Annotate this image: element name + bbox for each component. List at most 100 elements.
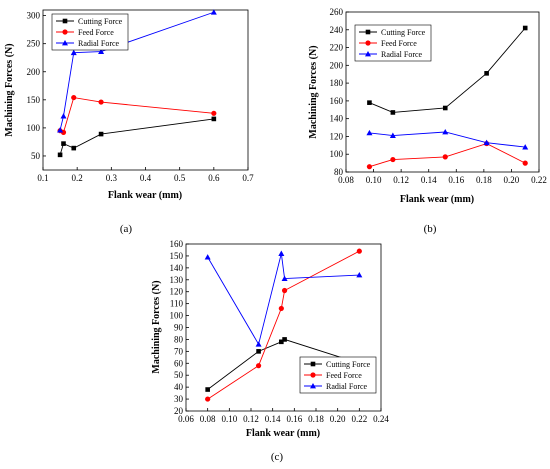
data-point	[98, 99, 104, 105]
series-cutting-force	[57, 116, 217, 158]
legend-label: Cutting Force	[326, 360, 371, 369]
data-point	[205, 396, 211, 402]
y-tick-label: 140	[170, 263, 184, 273]
y-tick-label: 50	[31, 151, 41, 161]
y-tick-label: 150	[170, 251, 184, 261]
x-tick-label: 0.24	[373, 414, 389, 424]
y-tick-label: 90	[174, 323, 184, 333]
y-tick-label: 120	[330, 131, 344, 141]
x-tick-label: 0.14	[421, 175, 437, 185]
x-tick-label: 0.16	[448, 175, 464, 185]
y-tick-label: 130	[170, 275, 184, 285]
legend-label: Cutting Force	[78, 17, 123, 26]
x-tick-label: 0.12	[393, 175, 409, 185]
legend-label: Radial Force	[381, 50, 423, 59]
y-tick-label: 20	[174, 406, 184, 416]
data-point	[282, 337, 287, 342]
panel-caption: (a)	[120, 223, 133, 235]
series-radial-force	[204, 250, 363, 347]
y-tick-label: 150	[27, 95, 41, 105]
y-tick-label: 140	[330, 114, 344, 124]
x-tick-label: 0.4	[140, 173, 152, 183]
data-point	[281, 287, 288, 294]
data-point	[71, 94, 77, 101]
legend: Cutting Force Feed Force Radial Force	[299, 356, 377, 394]
series-radial-force	[57, 9, 217, 133]
y-tick-label: 30	[174, 394, 184, 404]
y-tick-label: 100	[27, 123, 41, 133]
data-point	[70, 49, 77, 56]
legend-label: Radial Force	[78, 39, 120, 48]
x-tick-label: 0.14	[265, 414, 281, 424]
x-tick-label: 0.3	[106, 173, 118, 183]
data-point	[205, 387, 210, 392]
data-point	[61, 141, 66, 146]
data-point	[57, 152, 63, 158]
data-point	[366, 129, 373, 136]
data-point	[442, 129, 449, 135]
y-tick-label: 80	[334, 167, 344, 177]
y-tick-label: 260	[330, 7, 344, 17]
data-point	[522, 144, 529, 150]
data-point	[255, 363, 262, 369]
x-tick-label: 0.20	[330, 414, 346, 424]
data-point	[60, 113, 67, 119]
x-tick-label: 0.22	[351, 414, 367, 424]
y-tick-label: 110	[170, 299, 184, 309]
y-tick-label: 160	[170, 239, 184, 249]
data-point	[522, 160, 528, 166]
data-point	[390, 156, 396, 163]
data-point	[281, 275, 288, 281]
y-tick-label: 60	[174, 358, 184, 368]
chart-panel-c: 0.06 0.08 0.10 0.12 0.14 0.16 0.18 0.20 0.22 0.24…	[151, 239, 389, 463]
y-tick-label: 50	[174, 370, 184, 380]
x-axis-title: Flank wear (mm)	[400, 194, 474, 205]
y-tick-label: 80	[174, 334, 184, 344]
panel-caption: (c)	[271, 451, 284, 463]
x-tick-label: 0.7	[242, 173, 254, 183]
data-point	[255, 341, 262, 347]
data-point	[442, 154, 448, 160]
x-tick-label: 0.18	[308, 414, 324, 424]
series-cutting-force	[367, 25, 528, 115]
data-point	[366, 164, 373, 170]
data-point	[356, 272, 363, 278]
y-tick-label: 100	[330, 149, 344, 159]
y-tick-label: 220	[330, 43, 344, 53]
chart-panel-b: 0.08 0.10 0.12 0.14 0.16 0.18 0.20 0.22 80 100 120…	[308, 7, 547, 235]
y-tick-label: 200	[27, 67, 41, 77]
y-axis-title: Machining Forces (N)	[308, 45, 319, 138]
legend-label: Feed Force	[381, 39, 417, 48]
legend: Cutting Force Feed Force Radial Force	[51, 13, 129, 51]
x-tick-label: 0.16	[286, 414, 302, 424]
data-point	[356, 248, 362, 254]
data-point	[71, 145, 77, 151]
y-axis-title: Machining Forces (N)	[151, 280, 162, 373]
data-point	[278, 305, 284, 312]
y-tick-label: 240	[330, 25, 344, 35]
data-point	[256, 349, 261, 354]
y-tick-label: 250	[27, 39, 41, 49]
data-point	[210, 9, 217, 15]
data-point	[211, 116, 217, 122]
x-tick-label: 0.5	[174, 173, 186, 183]
legend: Cutting Force Feed Force Radial Force	[354, 24, 432, 62]
x-tick-label: 0.22	[531, 175, 547, 185]
data-point	[279, 339, 284, 345]
legend-marker	[310, 372, 316, 378]
data-point	[367, 100, 372, 105]
x-tick-label: 0.18	[476, 175, 492, 185]
legend-marker	[62, 40, 68, 46]
legend-marker	[365, 29, 371, 35]
data-point	[522, 25, 528, 31]
data-point	[98, 48, 105, 54]
legend-label: Feed Force	[78, 28, 114, 37]
data-point	[211, 110, 217, 116]
series-feed-force	[366, 140, 528, 170]
x-tick-label: 0.08	[200, 414, 216, 424]
data-point	[278, 250, 285, 256]
data-point	[484, 71, 489, 76]
legend-marker	[365, 40, 371, 46]
x-tick-label: 0.08	[338, 175, 354, 185]
